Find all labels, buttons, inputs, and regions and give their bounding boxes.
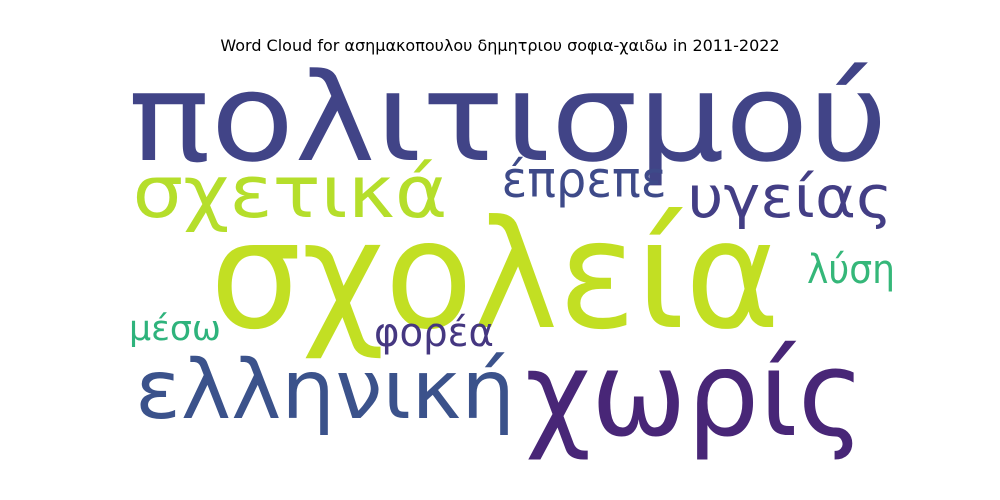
word-8: φορέα — [374, 310, 494, 356]
word-5: υγείας — [688, 163, 893, 231]
word-1: πολιτισμού — [128, 47, 888, 189]
word-4: σχετικά — [133, 150, 448, 234]
word-6: έπρεπε — [502, 151, 667, 209]
word-0: σχολεία — [210, 189, 780, 363]
word-3: ελληνική — [135, 343, 515, 438]
chart-title: Word Cloud for ασημακοπουλου δημητριου σ… — [220, 36, 780, 55]
word-7: λύση — [807, 247, 895, 293]
word-2: χωρίς — [525, 325, 865, 463]
word-9: μέσω — [129, 309, 221, 349]
